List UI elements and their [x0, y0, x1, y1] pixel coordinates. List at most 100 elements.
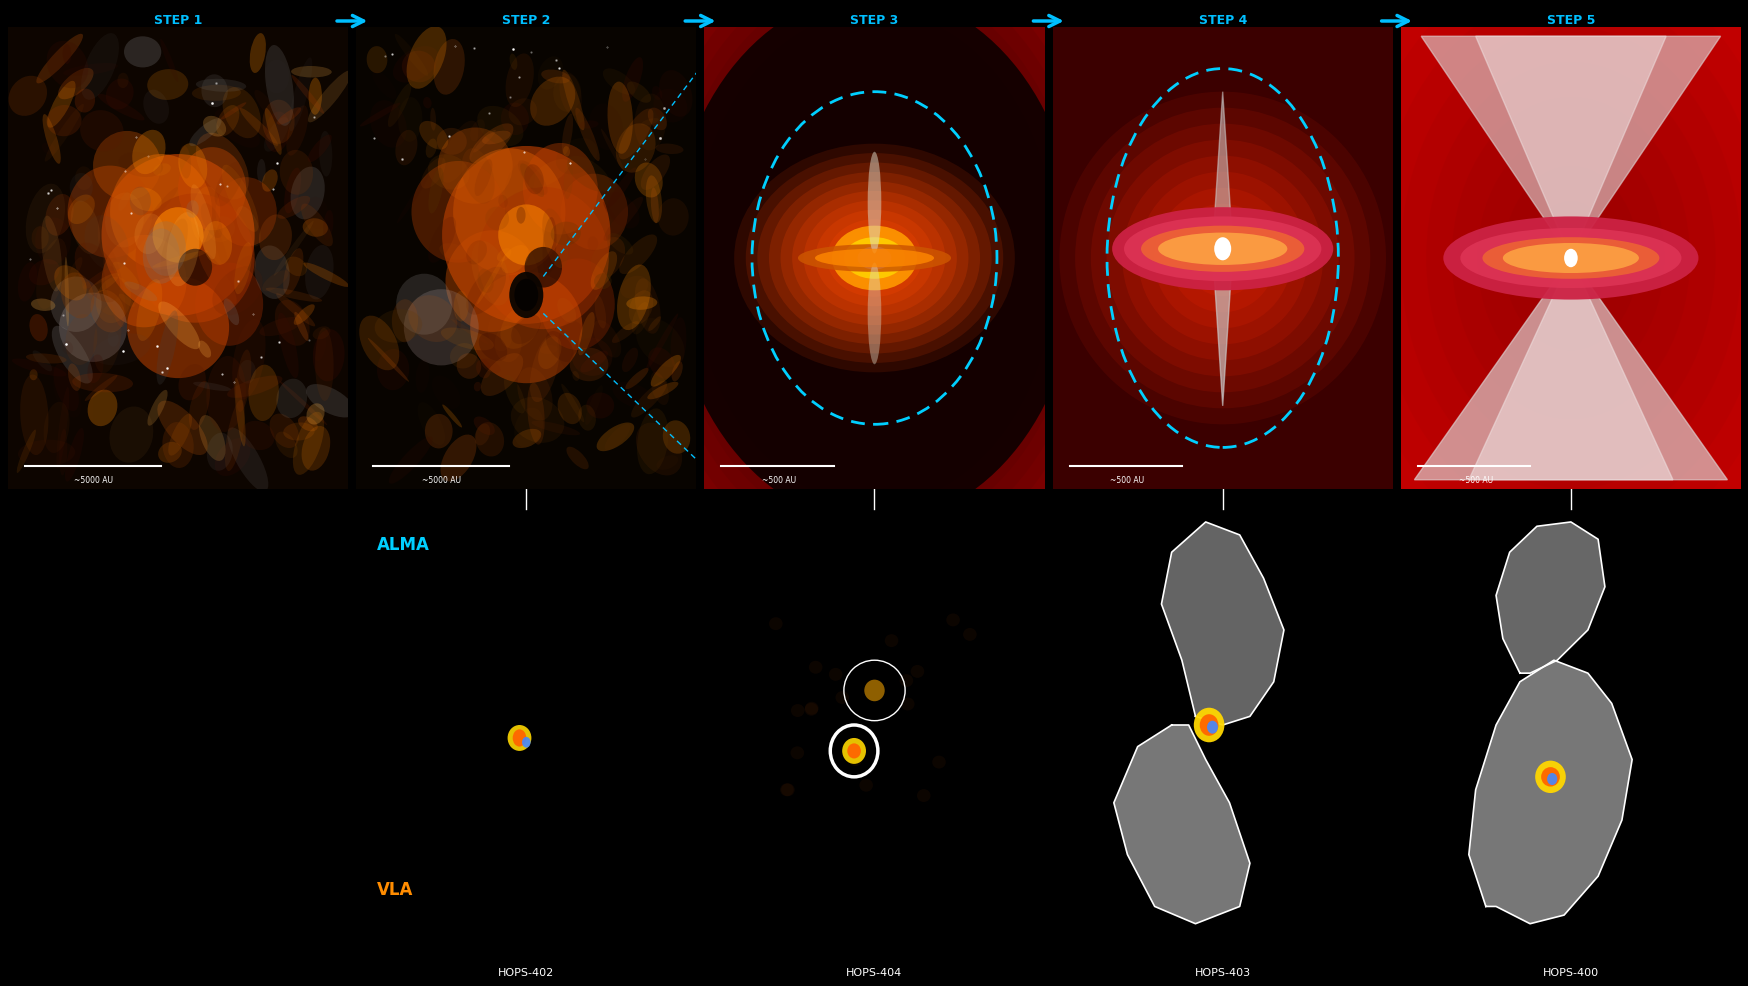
Ellipse shape — [367, 47, 386, 74]
Ellipse shape — [792, 191, 956, 325]
Ellipse shape — [558, 299, 575, 323]
Ellipse shape — [615, 124, 656, 174]
Ellipse shape — [780, 784, 794, 797]
Ellipse shape — [149, 188, 178, 221]
Ellipse shape — [1477, 132, 1664, 386]
Ellipse shape — [467, 242, 486, 265]
Ellipse shape — [110, 407, 154, 463]
Ellipse shape — [161, 39, 178, 83]
Ellipse shape — [119, 295, 135, 308]
Ellipse shape — [649, 348, 675, 380]
Ellipse shape — [808, 661, 822, 674]
Ellipse shape — [605, 425, 629, 451]
Ellipse shape — [603, 69, 635, 96]
Ellipse shape — [87, 373, 94, 427]
Ellipse shape — [521, 738, 530, 748]
Ellipse shape — [198, 341, 212, 358]
Ellipse shape — [656, 144, 683, 155]
Ellipse shape — [65, 315, 98, 366]
Ellipse shape — [757, 164, 991, 354]
Ellipse shape — [388, 84, 411, 128]
Ellipse shape — [545, 331, 573, 363]
Ellipse shape — [647, 383, 678, 400]
Text: HOPS-404: HOPS-404 — [846, 967, 902, 977]
Ellipse shape — [453, 292, 468, 322]
Text: HOPS-400: HOPS-400 — [1542, 967, 1598, 977]
Ellipse shape — [607, 169, 636, 209]
Ellipse shape — [558, 321, 587, 371]
Ellipse shape — [442, 405, 461, 428]
Ellipse shape — [371, 102, 407, 149]
Ellipse shape — [528, 160, 570, 189]
Ellipse shape — [248, 365, 278, 422]
Ellipse shape — [1206, 721, 1217, 734]
Ellipse shape — [416, 360, 430, 393]
Ellipse shape — [306, 404, 325, 425]
Ellipse shape — [509, 272, 544, 318]
Ellipse shape — [1374, 0, 1748, 525]
Ellipse shape — [72, 374, 133, 392]
Ellipse shape — [201, 75, 227, 108]
Ellipse shape — [119, 192, 129, 212]
Ellipse shape — [946, 614, 960, 627]
Ellipse shape — [843, 739, 865, 764]
Ellipse shape — [225, 400, 245, 471]
Ellipse shape — [437, 129, 467, 156]
Ellipse shape — [114, 262, 140, 291]
Polygon shape — [1421, 37, 1720, 258]
Ellipse shape — [423, 98, 432, 109]
Ellipse shape — [542, 209, 568, 269]
Ellipse shape — [451, 319, 488, 345]
Ellipse shape — [418, 402, 444, 446]
Ellipse shape — [561, 71, 584, 131]
Text: HOPS-403: HOPS-403 — [1194, 967, 1250, 977]
Ellipse shape — [75, 90, 94, 113]
Ellipse shape — [1112, 208, 1332, 291]
Ellipse shape — [505, 163, 535, 209]
Ellipse shape — [47, 106, 82, 137]
Ellipse shape — [360, 104, 400, 127]
Ellipse shape — [572, 372, 579, 382]
Ellipse shape — [636, 409, 668, 475]
Ellipse shape — [1075, 108, 1369, 409]
Ellipse shape — [589, 323, 617, 363]
Ellipse shape — [587, 237, 598, 251]
Text: STEP 2: STEP 2 — [502, 14, 551, 27]
Ellipse shape — [143, 91, 170, 124]
Ellipse shape — [769, 173, 979, 345]
Ellipse shape — [101, 236, 187, 328]
Ellipse shape — [442, 147, 610, 324]
Ellipse shape — [17, 263, 37, 303]
Ellipse shape — [827, 220, 921, 298]
Ellipse shape — [266, 46, 294, 126]
Ellipse shape — [477, 106, 523, 147]
Ellipse shape — [313, 330, 344, 382]
Ellipse shape — [283, 248, 302, 296]
Ellipse shape — [157, 302, 199, 350]
Ellipse shape — [266, 288, 322, 303]
Ellipse shape — [781, 784, 794, 797]
Ellipse shape — [622, 58, 643, 103]
Ellipse shape — [593, 320, 621, 358]
Ellipse shape — [586, 386, 603, 426]
Ellipse shape — [540, 259, 614, 351]
Ellipse shape — [603, 197, 643, 242]
Ellipse shape — [1348, 0, 1748, 559]
Ellipse shape — [556, 139, 598, 176]
Ellipse shape — [220, 104, 246, 120]
Ellipse shape — [498, 205, 554, 266]
Ellipse shape — [884, 635, 898, 648]
Ellipse shape — [1091, 124, 1353, 392]
Ellipse shape — [500, 305, 540, 349]
Ellipse shape — [1482, 238, 1659, 279]
Ellipse shape — [477, 254, 505, 305]
Ellipse shape — [512, 430, 540, 449]
Ellipse shape — [635, 95, 666, 151]
Ellipse shape — [517, 368, 552, 421]
Ellipse shape — [378, 350, 409, 390]
Ellipse shape — [87, 355, 103, 384]
Ellipse shape — [1400, 28, 1741, 490]
Ellipse shape — [178, 249, 212, 286]
Ellipse shape — [301, 204, 332, 247]
Ellipse shape — [212, 267, 262, 316]
